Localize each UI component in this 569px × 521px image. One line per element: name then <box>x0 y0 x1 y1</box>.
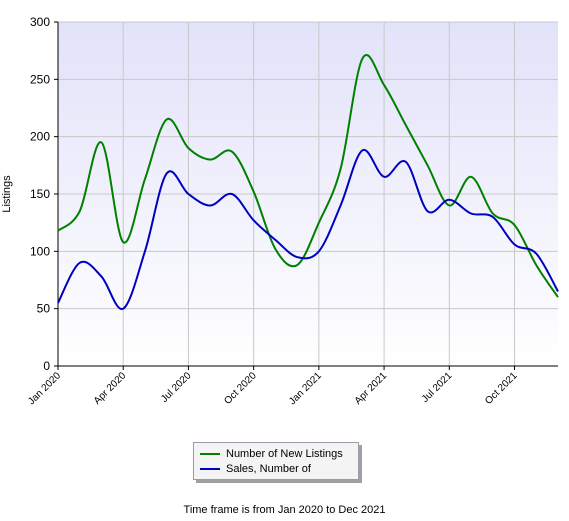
y-tick-label: 50 <box>37 302 51 316</box>
x-tick-label: Jan 2021 <box>287 370 324 407</box>
y-axis-title: Listings <box>1 175 13 213</box>
legend-label-sales: Sales, Number of <box>226 462 311 475</box>
legend-swatch-new-listings <box>200 452 220 455</box>
axes <box>54 21 558 370</box>
x-tick-label: Apr 2021 <box>353 370 390 407</box>
y-tick-label: 0 <box>43 359 50 373</box>
y-tick-label: 300 <box>30 15 50 29</box>
x-tick-label: Jul 2020 <box>159 370 194 405</box>
x-tick-label: Oct 2021 <box>483 370 520 407</box>
time-frame-note: Time frame is from Jan 2020 to Dec 2021 <box>183 504 386 516</box>
y-tick-label: 200 <box>30 130 50 144</box>
legend-swatch-sales <box>200 467 220 470</box>
legend: Number of New Listings Sales, Number of <box>193 442 359 480</box>
series-line-sales <box>57 149 559 310</box>
x-tick-label: Jul 2021 <box>420 370 455 405</box>
line-chart: 0 50 100 150 200 250 300 Jan 2020 Apr 2020 Jul 20… <box>1 15 559 407</box>
x-tick-label: Oct 2020 <box>222 370 259 407</box>
legend-item-new-listings: Number of New Listings <box>200 446 352 461</box>
x-tick-label: Jan 2020 <box>26 370 63 407</box>
legend-item-sales: Sales, Number of <box>200 461 352 476</box>
legend-label-new-listings: Number of New Listings <box>226 447 343 460</box>
y-tick-label: 250 <box>30 72 50 86</box>
series-lines <box>57 54 559 310</box>
y-tick-label: 150 <box>30 187 50 201</box>
y-tick-label: 100 <box>30 244 50 258</box>
x-tick-label: Apr 2020 <box>92 370 129 407</box>
